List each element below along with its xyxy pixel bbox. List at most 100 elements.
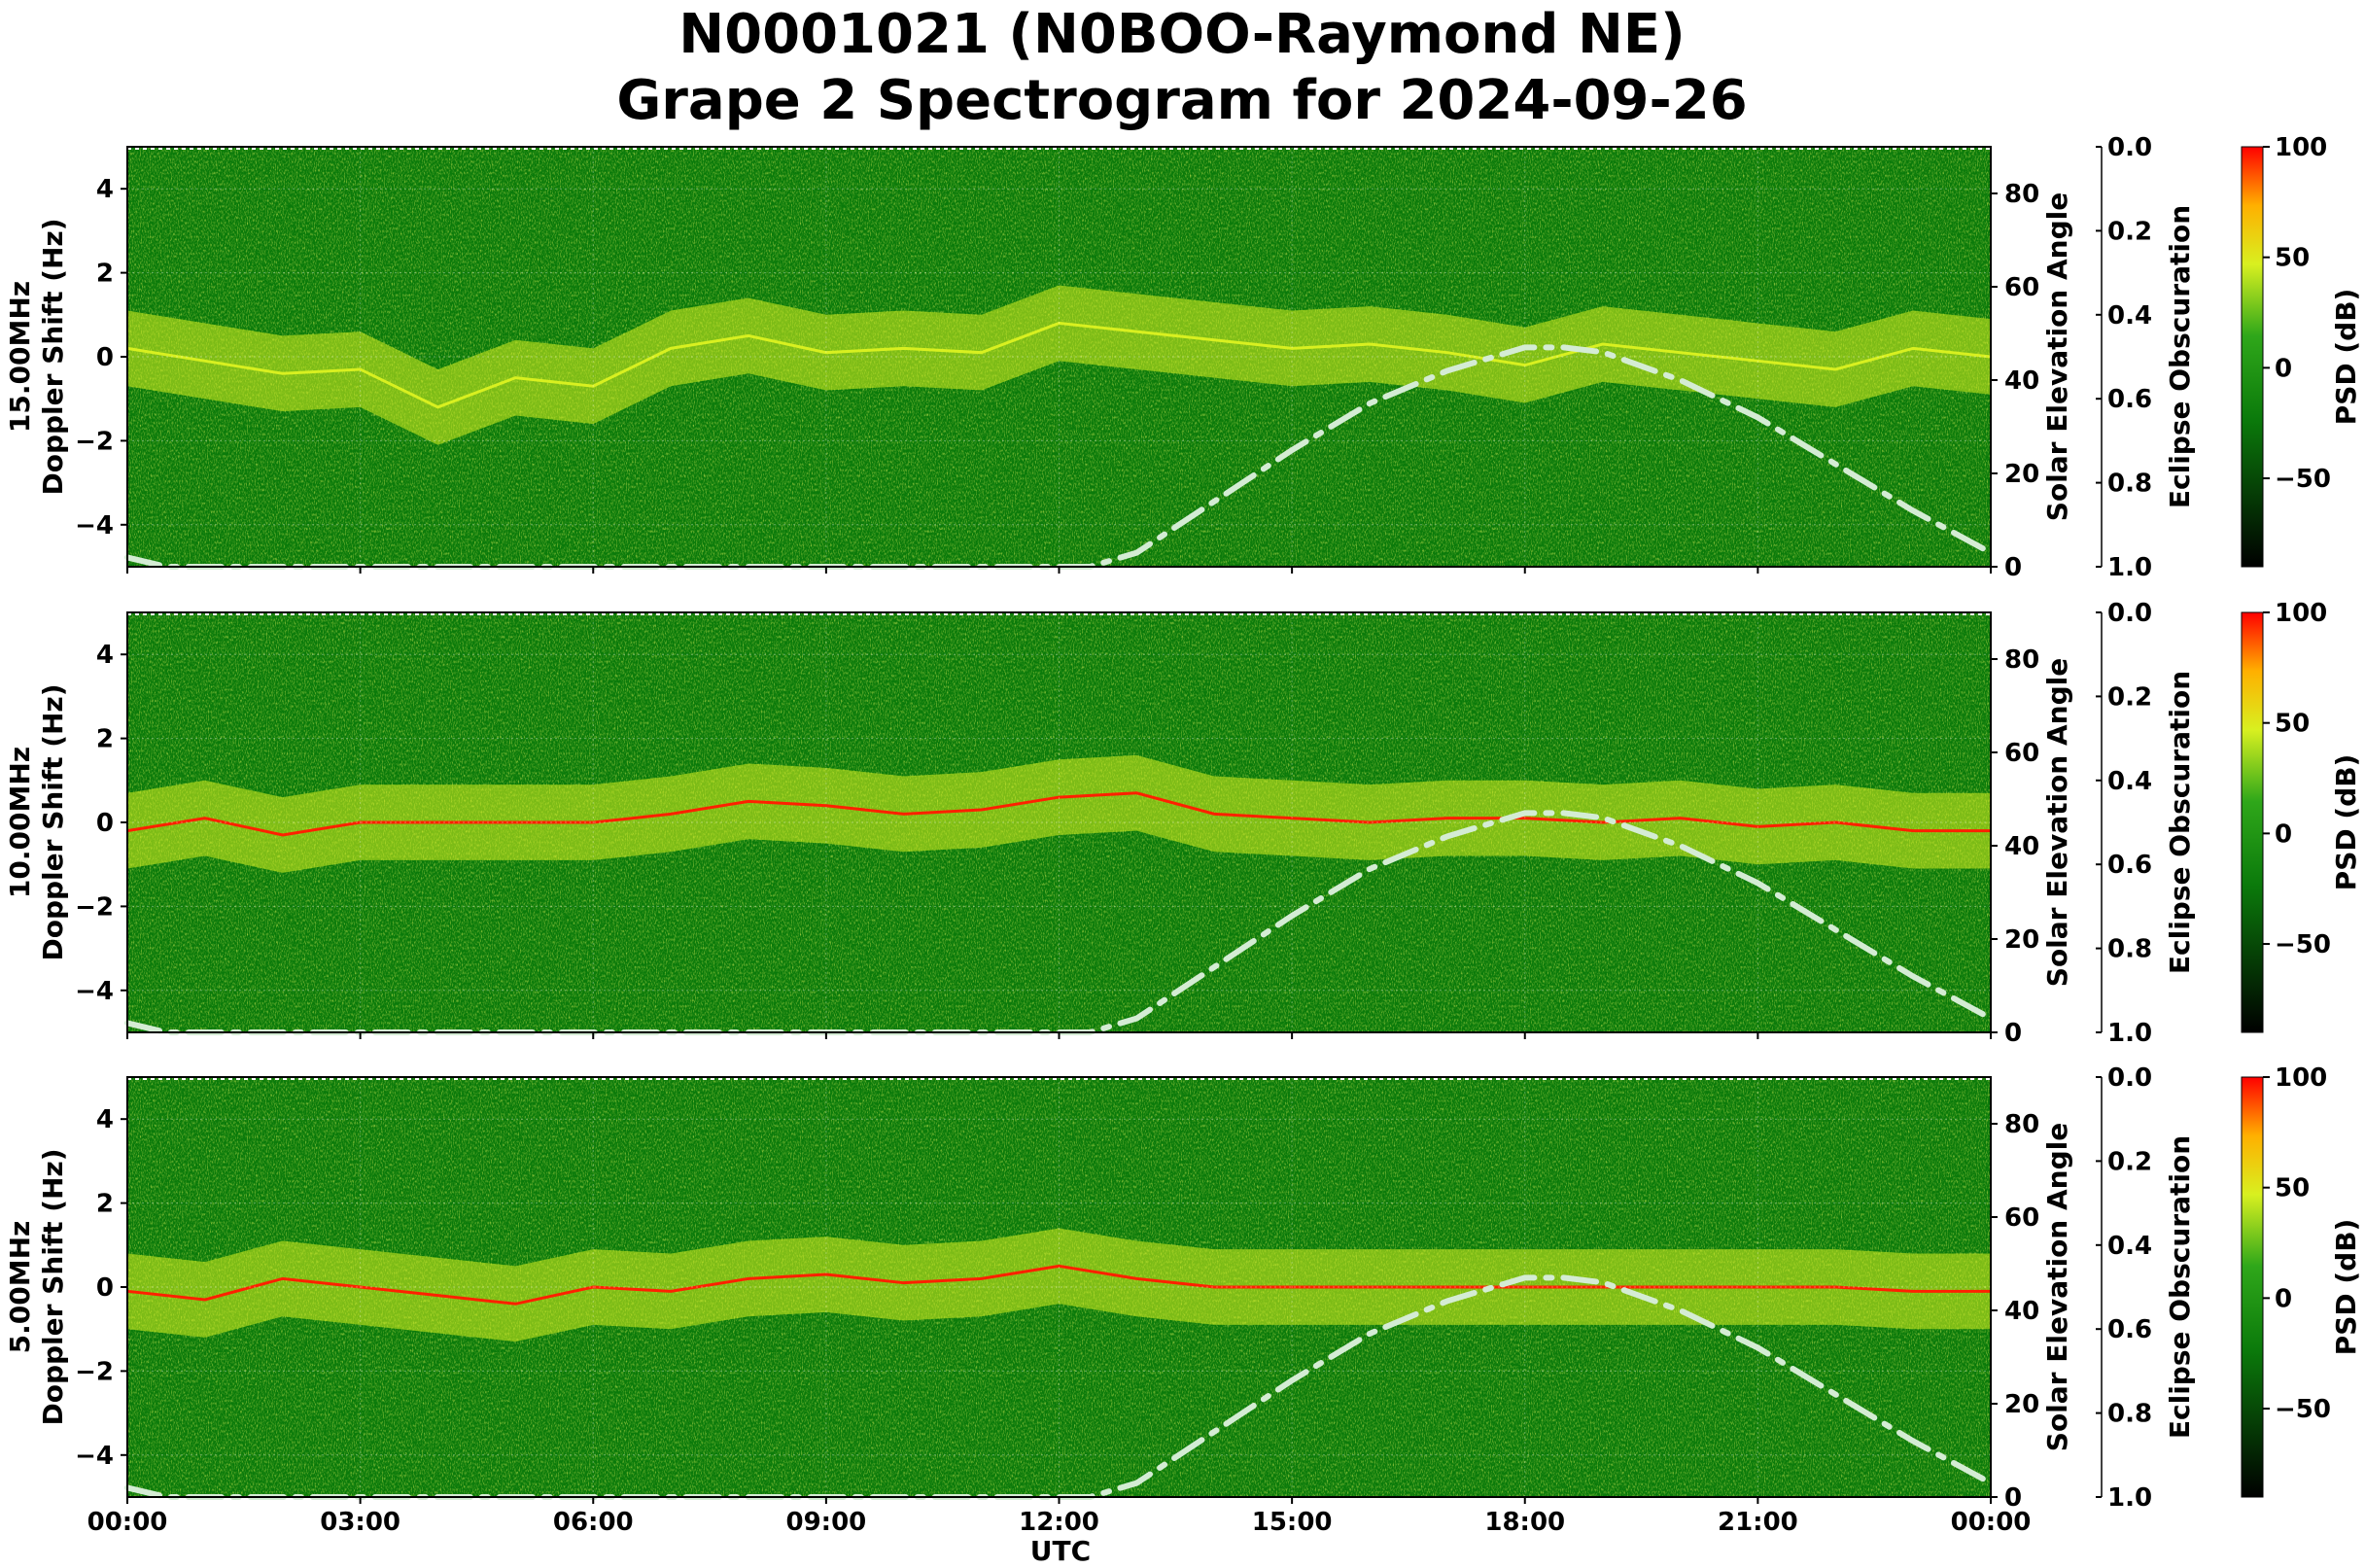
colorbar-tick-label: 100: [2275, 599, 2327, 628]
eclipse-tick-label: 0.6: [2107, 385, 2152, 414]
x-axis-label: UTC: [1030, 1535, 1091, 1567]
colorbar-label: PSD (dB): [2330, 754, 2362, 891]
y-tick-label: −4: [75, 1442, 114, 1471]
elev-tick-label: 0: [2004, 553, 2022, 582]
eclipse-tick-label: 0.4: [2107, 301, 2152, 331]
y-tick-label: 2: [96, 260, 114, 289]
y-tick-label: 4: [96, 641, 114, 670]
elev-tick-label: 60: [2004, 739, 2039, 768]
signal-band: [127, 754, 1991, 873]
elev-tick-label: 40: [2004, 366, 2039, 396]
colorbar-tick-label: 50: [2275, 710, 2310, 739]
eclipse-tick-label: 0.6: [2107, 851, 2152, 880]
signal-band: [127, 285, 1991, 445]
panel-frequency-label: 10.00MHz: [4, 747, 36, 898]
colorbar-tick-label: 100: [2275, 1063, 2327, 1093]
eclipse-axis-label: Eclipse Obscuration: [2164, 671, 2196, 974]
y-tick-label: −2: [75, 1357, 114, 1386]
x-tick-label: 09:00: [785, 1508, 866, 1537]
x-tick-label: 21:00: [1718, 1508, 1798, 1537]
x-tick-label: 06:00: [553, 1508, 634, 1537]
x-tick-label: 00:00: [1951, 1508, 2032, 1537]
elev-tick-label: 0: [2004, 1483, 2022, 1513]
eclipse-tick-label: 0.2: [2107, 682, 2152, 712]
y-tick-label: −4: [75, 511, 114, 540]
solar-elevation-curve: [124, 810, 1994, 1035]
colorbar-label: PSD (dB): [2330, 289, 2362, 426]
eclipse-tick-label: 0.2: [2107, 217, 2152, 246]
colorbar: [2241, 1076, 2264, 1498]
eclipse-tick-label: 0.8: [2107, 1400, 2152, 1429]
elev-tick-label: 80: [2004, 1110, 2039, 1139]
x-tick-label: 03:00: [320, 1508, 400, 1537]
elev-tick-label: 80: [2004, 180, 2039, 209]
eclipse-tick-label: 0.8: [2107, 935, 2152, 964]
y-tick-label: −2: [75, 427, 114, 456]
eclipse-tick-label: 1.0: [2107, 553, 2152, 582]
eclipse-tick-label: 0.6: [2107, 1315, 2152, 1344]
elev-tick-label: 40: [2004, 1297, 2039, 1326]
x-tick-label: 12:00: [1019, 1508, 1099, 1537]
panel-5.00MHz: 420−2−45.00MHz Doppler Shift (Hz)80604020…: [4, 1063, 2362, 1537]
y-tick-label: 4: [96, 175, 114, 204]
title-line-2: Grape 2 Spectrogram for 2024-09-26: [616, 69, 1747, 132]
colorbar: [2241, 146, 2264, 568]
eclipse-tick-label: 0.4: [2107, 767, 2152, 796]
y-tick-label: −4: [75, 977, 114, 1006]
colorbar-tick-label: 0: [2275, 819, 2292, 849]
colorbar-label: PSD (dB): [2330, 1219, 2362, 1356]
colorbar-tick-label: 0: [2275, 354, 2292, 383]
y-tick-label: −2: [75, 892, 114, 922]
elev-tick-label: 20: [2004, 1390, 2039, 1419]
eclipse-tick-label: 0.2: [2107, 1147, 2152, 1176]
eclipse-tick-label: 0.0: [2107, 599, 2152, 628]
eclipse-tick-label: 0.0: [2107, 1063, 2152, 1093]
colorbar-tick-label: 50: [2275, 244, 2310, 273]
colorbar-tick-label: −50: [2275, 1395, 2331, 1424]
x-tick-label: 18:00: [1484, 1508, 1565, 1537]
y-tick-label: 2: [96, 1190, 114, 1219]
colorbar-tick-label: 50: [2275, 1174, 2310, 1203]
x-tick-label: 15:00: [1252, 1508, 1333, 1537]
panel-frequency-label: 15.00MHz: [4, 281, 36, 433]
y-tick-label: 0: [96, 809, 114, 838]
eclipse-tick-label: 0.0: [2107, 133, 2152, 162]
y-axis-label: Doppler Shift (Hz): [37, 1148, 69, 1425]
panel-15.00MHz: 420−2−415.00MHz Doppler Shift (Hz)8060402…: [4, 133, 2362, 582]
elev-tick-label: 60: [2004, 1203, 2039, 1233]
y-axis-label: Doppler Shift (Hz): [37, 218, 69, 495]
doppler-trace: [126, 791, 1991, 837]
panel-frequency-label: 5.00MHz: [4, 1221, 36, 1354]
x-tick-label: 00:00: [87, 1508, 168, 1537]
title-line-1: N0001021 (N0BOO-Raymond NE): [678, 3, 1685, 66]
colorbar-tick-label: 0: [2275, 1284, 2292, 1313]
panel-10.00MHz: 420−2−410.00MHz Doppler Shift (Hz)8060402…: [4, 599, 2362, 1048]
elev-tick-label: 20: [2004, 925, 2039, 955]
solar-elevation-curve: [124, 1274, 1994, 1500]
elev-tick-label: 80: [2004, 645, 2039, 675]
colorbar-tick-label: 100: [2275, 133, 2327, 162]
colorbar-tick-label: −50: [2275, 930, 2331, 959]
y-tick-label: 4: [96, 1105, 114, 1134]
eclipse-tick-label: 1.0: [2107, 1483, 2152, 1513]
solar-elevation-axis-label: Solar Elevation Angle: [2041, 658, 2073, 987]
eclipse-tick-label: 1.0: [2107, 1019, 2152, 1048]
elev-tick-label: 0: [2004, 1019, 2022, 1048]
eclipse-tick-label: 0.8: [2107, 470, 2152, 499]
doppler-trace: [126, 1264, 1991, 1306]
solar-elevation-axis-label: Solar Elevation Angle: [2041, 1123, 2073, 1451]
solar-elevation-axis-label: Solar Elevation Angle: [2041, 192, 2073, 521]
elev-tick-label: 60: [2004, 273, 2039, 302]
y-tick-label: 0: [96, 343, 114, 372]
y-axis-label: Doppler Shift (Hz): [37, 683, 69, 960]
solar-elevation-curve: [124, 344, 1994, 570]
y-tick-label: 0: [96, 1273, 114, 1303]
signal-band: [127, 1228, 1991, 1342]
eclipse-axis-label: Eclipse Obscuration: [2164, 205, 2196, 508]
colorbar: [2241, 611, 2264, 1033]
y-tick-label: 2: [96, 725, 114, 754]
doppler-trace: [126, 321, 1992, 409]
elev-tick-label: 20: [2004, 460, 2039, 489]
elev-tick-label: 40: [2004, 832, 2039, 861]
